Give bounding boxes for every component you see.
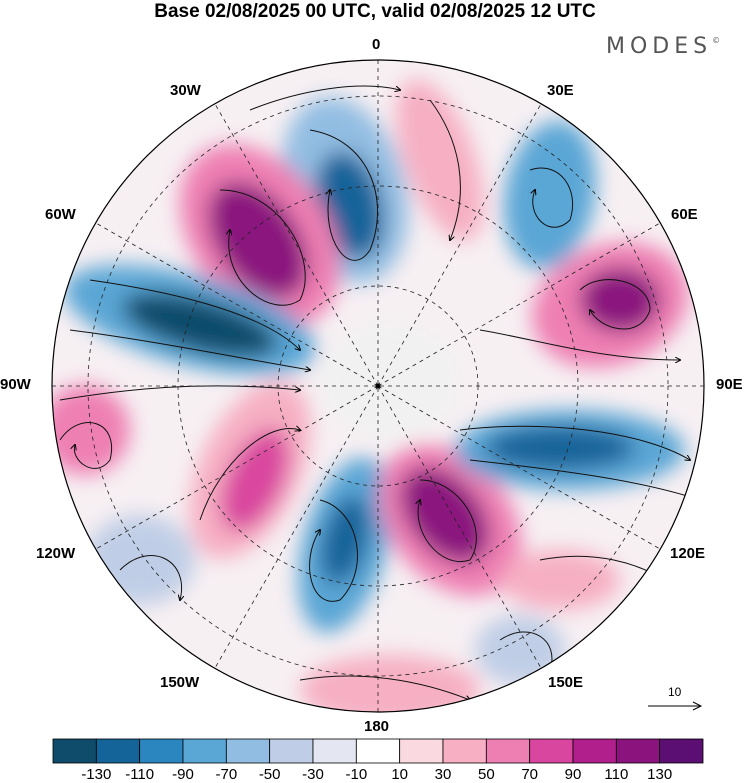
map-boundary [51, 59, 705, 713]
colorbar-tick-label: -90 [172, 766, 194, 783]
colorbar-swatch [442, 738, 487, 764]
lon-label-150w: 150W [160, 674, 200, 691]
colorbar-tick-label: -70 [215, 766, 238, 783]
colorbar-tick-label: 110 [604, 766, 629, 783]
colorbar-tick-label: 30 [434, 766, 452, 783]
colorbar-swatch [139, 738, 184, 764]
colorbar-swatch [615, 738, 661, 764]
streamlines [59, 85, 700, 700]
lon-label-180: 180 [364, 718, 390, 735]
lon-label-60e: 60E [671, 206, 698, 223]
anomaly-field [52, 79, 688, 712]
lon-label-150e: 150E [548, 674, 584, 691]
brand-name: MODES [606, 34, 713, 59]
colorbar-swatch [312, 738, 357, 764]
lon-label-90w: 90W [0, 376, 31, 393]
colorbar-tick-label: -130 [81, 766, 112, 783]
map-title: Base 02/08/2025 00 UTC, valid 02/08/2025… [154, 1, 596, 22]
colorbar-swatch [95, 738, 141, 764]
colorbar-swatch [572, 738, 617, 764]
colorbar-swatch [182, 738, 227, 764]
lon-label-30w: 30W [170, 82, 201, 99]
colorbar-swatch [269, 738, 314, 764]
colorbar-tick-label: 90 [564, 766, 582, 783]
colorbar-tick-label: -10 [345, 766, 368, 783]
colorbar-tick-label: 70 [521, 766, 538, 783]
lon-label-0: 0 [372, 36, 381, 53]
reference-vector: 10 [640, 685, 710, 715]
colorbar-tick-label: -110 [125, 766, 155, 783]
lon-label-90e: 90E [716, 376, 743, 393]
lon-label-120w: 120W [36, 545, 76, 562]
lon-label-30e: 30E [547, 82, 574, 99]
colorbar-tick-label: -50 [258, 766, 281, 783]
colorbar-tick-label: -30 [302, 766, 324, 783]
lon-label-60w: 60W [45, 206, 76, 223]
colorbar-tick-label: 10 [391, 766, 408, 783]
brand-mark: © [712, 36, 721, 45]
colorbar [52, 738, 704, 764]
colorbar-swatch [485, 738, 531, 764]
colorbar-swatch [355, 738, 401, 764]
colorbar-tick-label: 130 [647, 766, 673, 783]
colorbar-swatch [399, 738, 444, 764]
colorbar-swatch [659, 738, 704, 764]
graticule [52, 60, 704, 712]
colorbar-tick-label: 50 [477, 766, 495, 783]
colorbar-swatch [529, 738, 574, 764]
colorbar-swatch [52, 738, 97, 764]
modes-logo: MODES© [606, 34, 720, 59]
colorbar-swatch [225, 738, 271, 764]
reference-arrow-icon [648, 701, 703, 711]
lon-label-120e: 120E [670, 545, 706, 562]
reference-vector-label: 10 [668, 685, 682, 699]
pole-marker [375, 383, 381, 389]
